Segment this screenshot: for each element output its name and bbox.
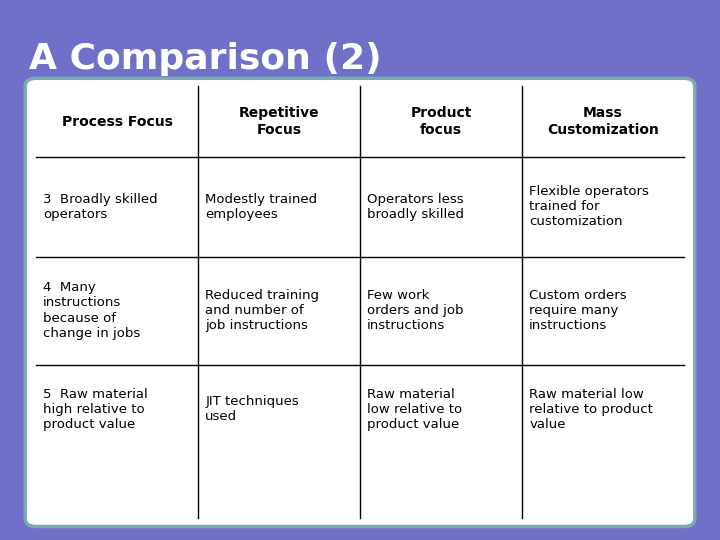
Text: Mass
Customization: Mass Customization xyxy=(547,106,659,137)
Text: Repetitive
Focus: Repetitive Focus xyxy=(239,106,319,137)
Text: Process Focus: Process Focus xyxy=(62,114,172,129)
Text: Product
focus: Product focus xyxy=(410,106,472,137)
Text: JIT techniques
used: JIT techniques used xyxy=(205,395,299,423)
FancyBboxPatch shape xyxy=(25,78,695,526)
Text: Raw material low
relative to product
value: Raw material low relative to product val… xyxy=(529,388,653,430)
Bar xyxy=(0,0,720,119)
Text: Modestly trained
employees: Modestly trained employees xyxy=(205,193,318,220)
Text: Reduced training
and number of
job instructions: Reduced training and number of job instr… xyxy=(205,289,319,332)
Text: 4  Many
instructions
because of
change in jobs: 4 Many instructions because of change in… xyxy=(43,281,140,340)
Text: A Comparison (2): A Comparison (2) xyxy=(29,43,382,76)
Text: Flexible operators
trained for
customization: Flexible operators trained for customiza… xyxy=(529,185,649,228)
Text: Few work
orders and job
instructions: Few work orders and job instructions xyxy=(367,289,464,332)
Text: Operators less
broadly skilled: Operators less broadly skilled xyxy=(367,193,464,220)
Text: 5  Raw material
high relative to
product value: 5 Raw material high relative to product … xyxy=(43,388,148,430)
Text: Raw material
low relative to
product value: Raw material low relative to product val… xyxy=(367,388,462,430)
Text: Custom orders
require many
instructions: Custom orders require many instructions xyxy=(529,289,627,332)
Text: 3  Broadly skilled
operators: 3 Broadly skilled operators xyxy=(43,193,158,220)
